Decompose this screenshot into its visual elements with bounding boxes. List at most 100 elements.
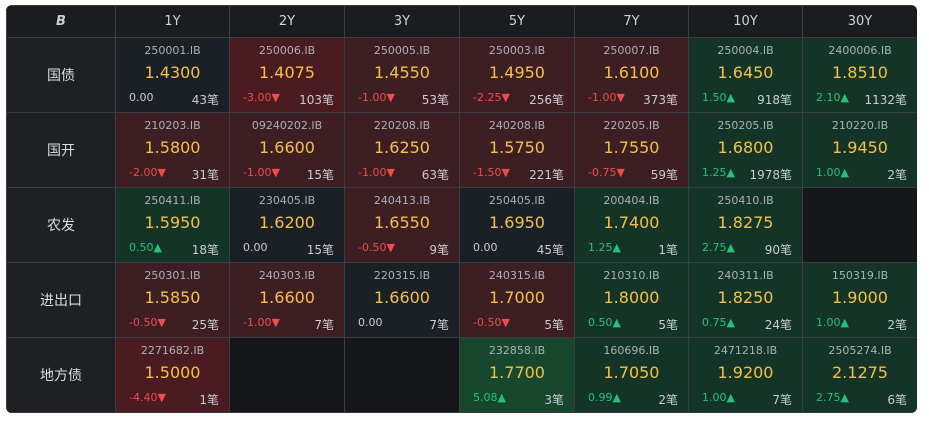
bond-yield: 1.6800	[717, 138, 774, 157]
bond-code: 2505274.IB	[828, 344, 892, 357]
bond-code: 240303.IB	[258, 269, 316, 282]
trade-count: 918笔	[757, 93, 792, 107]
yield-change: -0.50▼	[358, 241, 395, 254]
quote-cell[interactable]: 220208.IB 1.6250 -1.00▼ 63笔	[344, 112, 460, 188]
trade-count: 24笔	[764, 318, 792, 332]
quote-cell[interactable]: 250004.IB 1.6450 1.50▲ 918笔	[688, 37, 803, 113]
tenor-header-30y[interactable]: 30Y	[802, 5, 917, 38]
quote-cell[interactable]: 210203.IB 1.5800 -2.00▼ 31笔	[115, 112, 230, 188]
trade-count: 6笔	[887, 393, 907, 407]
quote-cell[interactable]: 210220.IB 1.9450 1.00▲ 2笔	[802, 112, 917, 188]
bond-code: 250003.IB	[488, 44, 546, 57]
bond-code: 232858.IB	[488, 344, 546, 357]
yield-change: 0.99▲	[588, 391, 621, 404]
tenor-header-2y[interactable]: 2Y	[229, 5, 345, 38]
trade-count: 31笔	[191, 168, 219, 182]
trade-count: 43笔	[191, 93, 219, 107]
bond-yield: 1.4300	[144, 63, 201, 82]
row-label-category: 地方债	[6, 337, 116, 413]
quote-cell[interactable]: 250411.IB 1.5950 0.50▲ 18笔	[115, 187, 230, 263]
quote-cell[interactable]: 09240202.IB 1.6600 -1.00▼ 15笔	[229, 112, 345, 188]
quote-cell[interactable]: 250205.IB 1.6800 1.25▲ 1978笔	[688, 112, 803, 188]
trade-count: 1978笔	[749, 168, 792, 182]
trade-count: 25笔	[191, 318, 219, 332]
row-label-category: 进出口	[6, 262, 116, 338]
trade-count: 103笔	[299, 93, 334, 107]
quote-cell[interactable]: 230405.IB 1.6200 0.00 15笔	[229, 187, 345, 263]
bond-yield: 1.6600	[259, 288, 315, 307]
quote-cell[interactable]: 2400006.IB 1.8510 2.10▲ 1132笔	[802, 37, 917, 113]
yield-change: 0.50▲	[129, 241, 162, 254]
empty-quote-cell	[802, 187, 917, 263]
yield-change: 1.50▲	[702, 91, 735, 104]
bond-yield: 1.7550	[603, 138, 660, 157]
bond-code: 240208.IB	[488, 119, 546, 132]
bond-code: 250007.IB	[603, 44, 660, 57]
tenor-header-7y[interactable]: 7Y	[574, 5, 689, 38]
yield-change: 1.25▲	[588, 241, 621, 254]
quote-cell[interactable]: 240413.IB 1.6550 -0.50▼ 9笔	[344, 187, 460, 263]
tenor-header-5y[interactable]: 5Y	[459, 5, 575, 38]
tenor-header-3y[interactable]: 3Y	[344, 5, 460, 38]
bond-code: 230405.IB	[258, 194, 316, 207]
yield-change: -3.00▼	[243, 91, 280, 104]
quote-cell[interactable]: 200404.IB 1.7400 1.25▲ 1笔	[574, 187, 689, 263]
yield-change: -1.00▼	[358, 91, 395, 104]
quote-cell[interactable]: 220205.IB 1.7550 -0.75▼ 59笔	[574, 112, 689, 188]
quote-cell[interactable]: 2471218.IB 1.9200 1.00▲ 7笔	[688, 337, 803, 413]
quote-cell[interactable]: 240303.IB 1.6600 -1.00▼ 7笔	[229, 262, 345, 338]
row-label-category: 农发	[6, 187, 116, 263]
trade-count: 1笔	[199, 393, 219, 407]
bond-yield: 1.6600	[259, 138, 315, 157]
quote-cell[interactable]: 250001.IB 1.4300 0.00 43笔	[115, 37, 230, 113]
bond-yield: 1.7400	[603, 213, 660, 232]
tenor-header-1y[interactable]: 1Y	[115, 5, 230, 38]
trade-count: 1笔	[658, 243, 678, 257]
trade-count: 2笔	[887, 168, 907, 182]
quote-cell[interactable]: 250410.IB 1.8275 2.75▲ 90笔	[688, 187, 803, 263]
tenor-header-10y[interactable]: 10Y	[688, 5, 803, 38]
yield-matrix-panel: B 1Y 2Y 3Y 5Y 7Y 10Y 30Y 国债 250001.IB 1.43…	[6, 5, 917, 413]
quote-cell[interactable]: 210310.IB 1.8000 0.50▲ 5笔	[574, 262, 689, 338]
bond-yield: 1.6600	[374, 288, 430, 307]
quote-cell[interactable]: 250007.IB 1.6100 -1.00▼ 373笔	[574, 37, 689, 113]
bond-code: 250411.IB	[144, 194, 201, 207]
quote-cell[interactable]: 250405.IB 1.6950 0.00 45笔	[459, 187, 575, 263]
bond-yield: 1.5750	[489, 138, 545, 157]
empty-quote-cell	[229, 337, 345, 413]
bond-yield: 1.8000	[603, 288, 660, 307]
quote-cell[interactable]: 240315.IB 1.7000 -0.50▼ 5笔	[459, 262, 575, 338]
yield-change: 2.10▲	[816, 91, 849, 104]
bond-yield: 1.6100	[603, 63, 660, 82]
trade-count: 256笔	[529, 93, 564, 107]
bond-code: 250410.IB	[717, 194, 774, 207]
trade-count: 373笔	[643, 93, 678, 107]
quote-cell[interactable]: 240208.IB 1.5750 -1.50▼ 221笔	[459, 112, 575, 188]
yield-change: 1.00▲	[816, 316, 849, 329]
quote-cell[interactable]: 250301.IB 1.5850 -0.50▼ 25笔	[115, 262, 230, 338]
table-row: 国债 250001.IB 1.4300 0.00 43笔 250006.IB 1.4075 -…	[6, 37, 917, 113]
quote-cell[interactable]: 2505274.IB 2.1275 2.75▲ 6笔	[802, 337, 917, 413]
yield-change: 1.00▲	[816, 166, 849, 179]
quote-cell[interactable]: 240311.IB 1.8250 0.75▲ 24笔	[688, 262, 803, 338]
quote-cell[interactable]: 220315.IB 1.6600 0.00 7笔	[344, 262, 460, 338]
quote-cell[interactable]: 232858.IB 1.7700 5.08▲ 3笔	[459, 337, 575, 413]
bond-code: 220208.IB	[373, 119, 431, 132]
trade-count: 2笔	[887, 318, 907, 332]
yield-change: -1.00▼	[358, 166, 395, 179]
trade-count: 7笔	[772, 393, 792, 407]
row-label-category: 国债	[6, 37, 116, 113]
bond-code: 210310.IB	[603, 269, 660, 282]
quote-cell[interactable]: 160696.IB 1.7050 0.99▲ 2笔	[574, 337, 689, 413]
quote-cell[interactable]: 250006.IB 1.4075 -3.00▼ 103笔	[229, 37, 345, 113]
quote-cell[interactable]: 250003.IB 1.4950 -2.25▼ 256笔	[459, 37, 575, 113]
quote-cell[interactable]: 150319.IB 1.9000 1.00▲ 2笔	[802, 262, 917, 338]
yield-matrix-table: B 1Y 2Y 3Y 5Y 7Y 10Y 30Y 国债 250001.IB 1.43…	[6, 5, 917, 413]
bond-code: 150319.IB	[831, 269, 889, 282]
bond-code: 250205.IB	[717, 119, 774, 132]
yield-change: 0.00	[129, 91, 154, 104]
quote-cell[interactable]: 250005.IB 1.4550 -1.00▼ 53笔	[344, 37, 460, 113]
yield-change: -2.00▼	[129, 166, 166, 179]
yield-change: -2.25▼	[473, 91, 510, 104]
quote-cell[interactable]: 2271682.IB 1.5000 -4.40▼ 1笔	[115, 337, 230, 413]
